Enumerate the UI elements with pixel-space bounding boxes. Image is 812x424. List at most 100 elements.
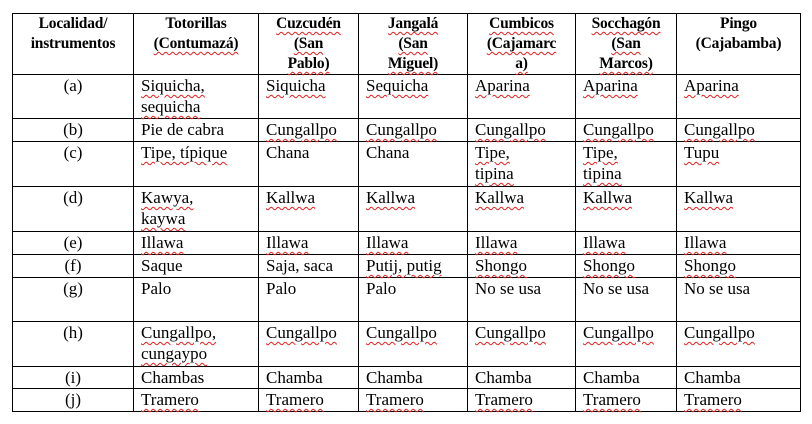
cell-text: Tramero (266, 390, 324, 409)
cell-text: Saque (141, 256, 183, 275)
cell-text: Chamba (684, 368, 741, 387)
table-cell: Cungallpo (358, 321, 468, 367)
cell-text: Cungallpo (366, 323, 437, 342)
cell-text: Cungallpo (475, 323, 546, 342)
cell-text: Palo (141, 279, 172, 298)
table-cell: Chamba (258, 366, 359, 389)
table-row: (e) Illawa Illawa Illawa Illawa Illawa Illawa (12, 231, 801, 255)
table-row: (g) Palo Palo Palo No se usa No se usa No se u… (12, 277, 801, 322)
header-row: Localidad/ instrumentos Totorillas (Contu… (12, 13, 801, 75)
cell-text: Chamba (475, 368, 532, 387)
table-cell: Kallwa (575, 186, 677, 232)
table-cell: Chamba (358, 366, 468, 389)
table-cell: Illawa (258, 231, 359, 255)
table-cell: Cungallpo (467, 321, 576, 367)
table-cell: Cungallpo (575, 321, 677, 367)
cell-text: No se usa (475, 279, 542, 298)
table-cell: Saja, saca (258, 254, 359, 278)
column-header-text: Socchagón (San Marcos) (591, 15, 661, 72)
table-cell: Siquicha, sequicha (133, 74, 259, 119)
cell-text: Aparina (684, 76, 739, 95)
cell-text: Kallwa (583, 188, 633, 207)
cell-text: Kallwa (475, 188, 525, 207)
table-cell: Pie de cabra (133, 118, 259, 142)
table-cell: Tramero (133, 388, 259, 412)
cell-text: Sequicha (366, 76, 429, 95)
cell-text: Tipe, tipina (475, 143, 514, 183)
cell-text: Tupu (684, 143, 720, 162)
cell-text: Putij, putig (366, 256, 442, 275)
column-header-text: Cumbicos (Cajamarc a) (486, 15, 557, 72)
cell-text: Chambas (141, 368, 205, 387)
table-cell: Shongo (467, 254, 576, 278)
cell-text: No se usa (583, 279, 650, 298)
cell-text: Saja, saca (266, 256, 334, 275)
cell-text: Chana (366, 143, 410, 162)
cell-text: Cungallpo (366, 120, 437, 139)
table-cell: Cungallpo (676, 321, 801, 367)
table-cell: Tipe, tipina (575, 141, 677, 187)
column-header-text: Pingo (Cajabamba) (695, 15, 782, 52)
cell-text: Tramero (366, 390, 424, 409)
cell-text: Chamba (583, 368, 640, 387)
table-cell: Cungallpo (575, 118, 677, 142)
table-cell: Siquicha (258, 74, 359, 119)
cell-text: Chana (266, 143, 310, 162)
column-header-text: Localidad/ instrumentos (30, 15, 116, 52)
table-cell: Chamba (467, 366, 576, 389)
table-cell: No se usa (575, 277, 677, 322)
table-cell: Chana (358, 141, 468, 187)
row-label: (c) (12, 141, 134, 187)
row-label: (e) (12, 231, 134, 255)
cell-text: Cungallpo (266, 120, 337, 139)
cell-text: Shongo (583, 256, 635, 275)
table-cell: Kallwa (358, 186, 468, 232)
row-label: (b) (12, 118, 134, 142)
cell-text: Cungallpo (583, 323, 654, 342)
table-cell: Illawa (676, 231, 801, 255)
table-cell: Cungallpo (467, 118, 576, 142)
cell-text: Palo (266, 279, 297, 298)
table-cell: Chana (258, 141, 359, 187)
table-cell: Saque (133, 254, 259, 278)
table-cell: Tupu (676, 141, 801, 187)
table-cell: Tipe, tipina (467, 141, 576, 187)
table-row: (a) Siquicha, sequicha Siquicha Sequicha Apa… (12, 74, 801, 119)
cell-text: Illawa (475, 233, 518, 252)
cell-text: Aparina (475, 76, 530, 95)
row-label: (d) (12, 186, 134, 232)
table-cell: Chamba (676, 366, 801, 389)
cell-text: Aparina (583, 76, 638, 95)
table-cell: Tipe, típique (133, 141, 259, 187)
table-cell: Illawa (133, 231, 259, 255)
cell-text: Illawa (366, 233, 409, 252)
table-cell: Illawa (358, 231, 468, 255)
cell-text: Cungallpo (583, 120, 654, 139)
cell-text: Tramero (583, 390, 641, 409)
cell-text: Chamba (366, 368, 423, 387)
table-cell: Tramero (467, 388, 576, 412)
cell-text: Illawa (684, 233, 727, 252)
cell-text: Kawya, kaywa (141, 188, 194, 228)
table-cell: Aparina (467, 74, 576, 119)
table-cell: Palo (258, 277, 359, 322)
table-cell: Tramero (358, 388, 468, 412)
cell-text: Cungallpo, cungaypo (141, 323, 217, 363)
cell-text: Tramero (475, 390, 533, 409)
cell-text: No se usa (684, 279, 751, 298)
cell-text: Siquicha, sequicha (141, 76, 205, 116)
row-label: (f) (12, 254, 134, 278)
cell-text: Kallwa (266, 188, 316, 207)
instruments-table: Localidad/ instrumentos Totorillas (Contu… (12, 13, 801, 412)
column-header: Localidad/ instrumentos (12, 13, 134, 75)
column-header: Cumbicos (Cajamarc a) (467, 13, 576, 75)
table-cell: Palo (358, 277, 468, 322)
cell-text: Siquicha (266, 76, 326, 95)
table-cell: Illawa (575, 231, 677, 255)
table-cell: Kawya, kaywa (133, 186, 259, 232)
table-cell: No se usa (467, 277, 576, 322)
cell-text: Palo (366, 279, 397, 298)
cell-text: Tipe, típique (141, 143, 228, 162)
table-cell: Sequicha (358, 74, 468, 119)
table-cell: Tramero (575, 388, 677, 412)
